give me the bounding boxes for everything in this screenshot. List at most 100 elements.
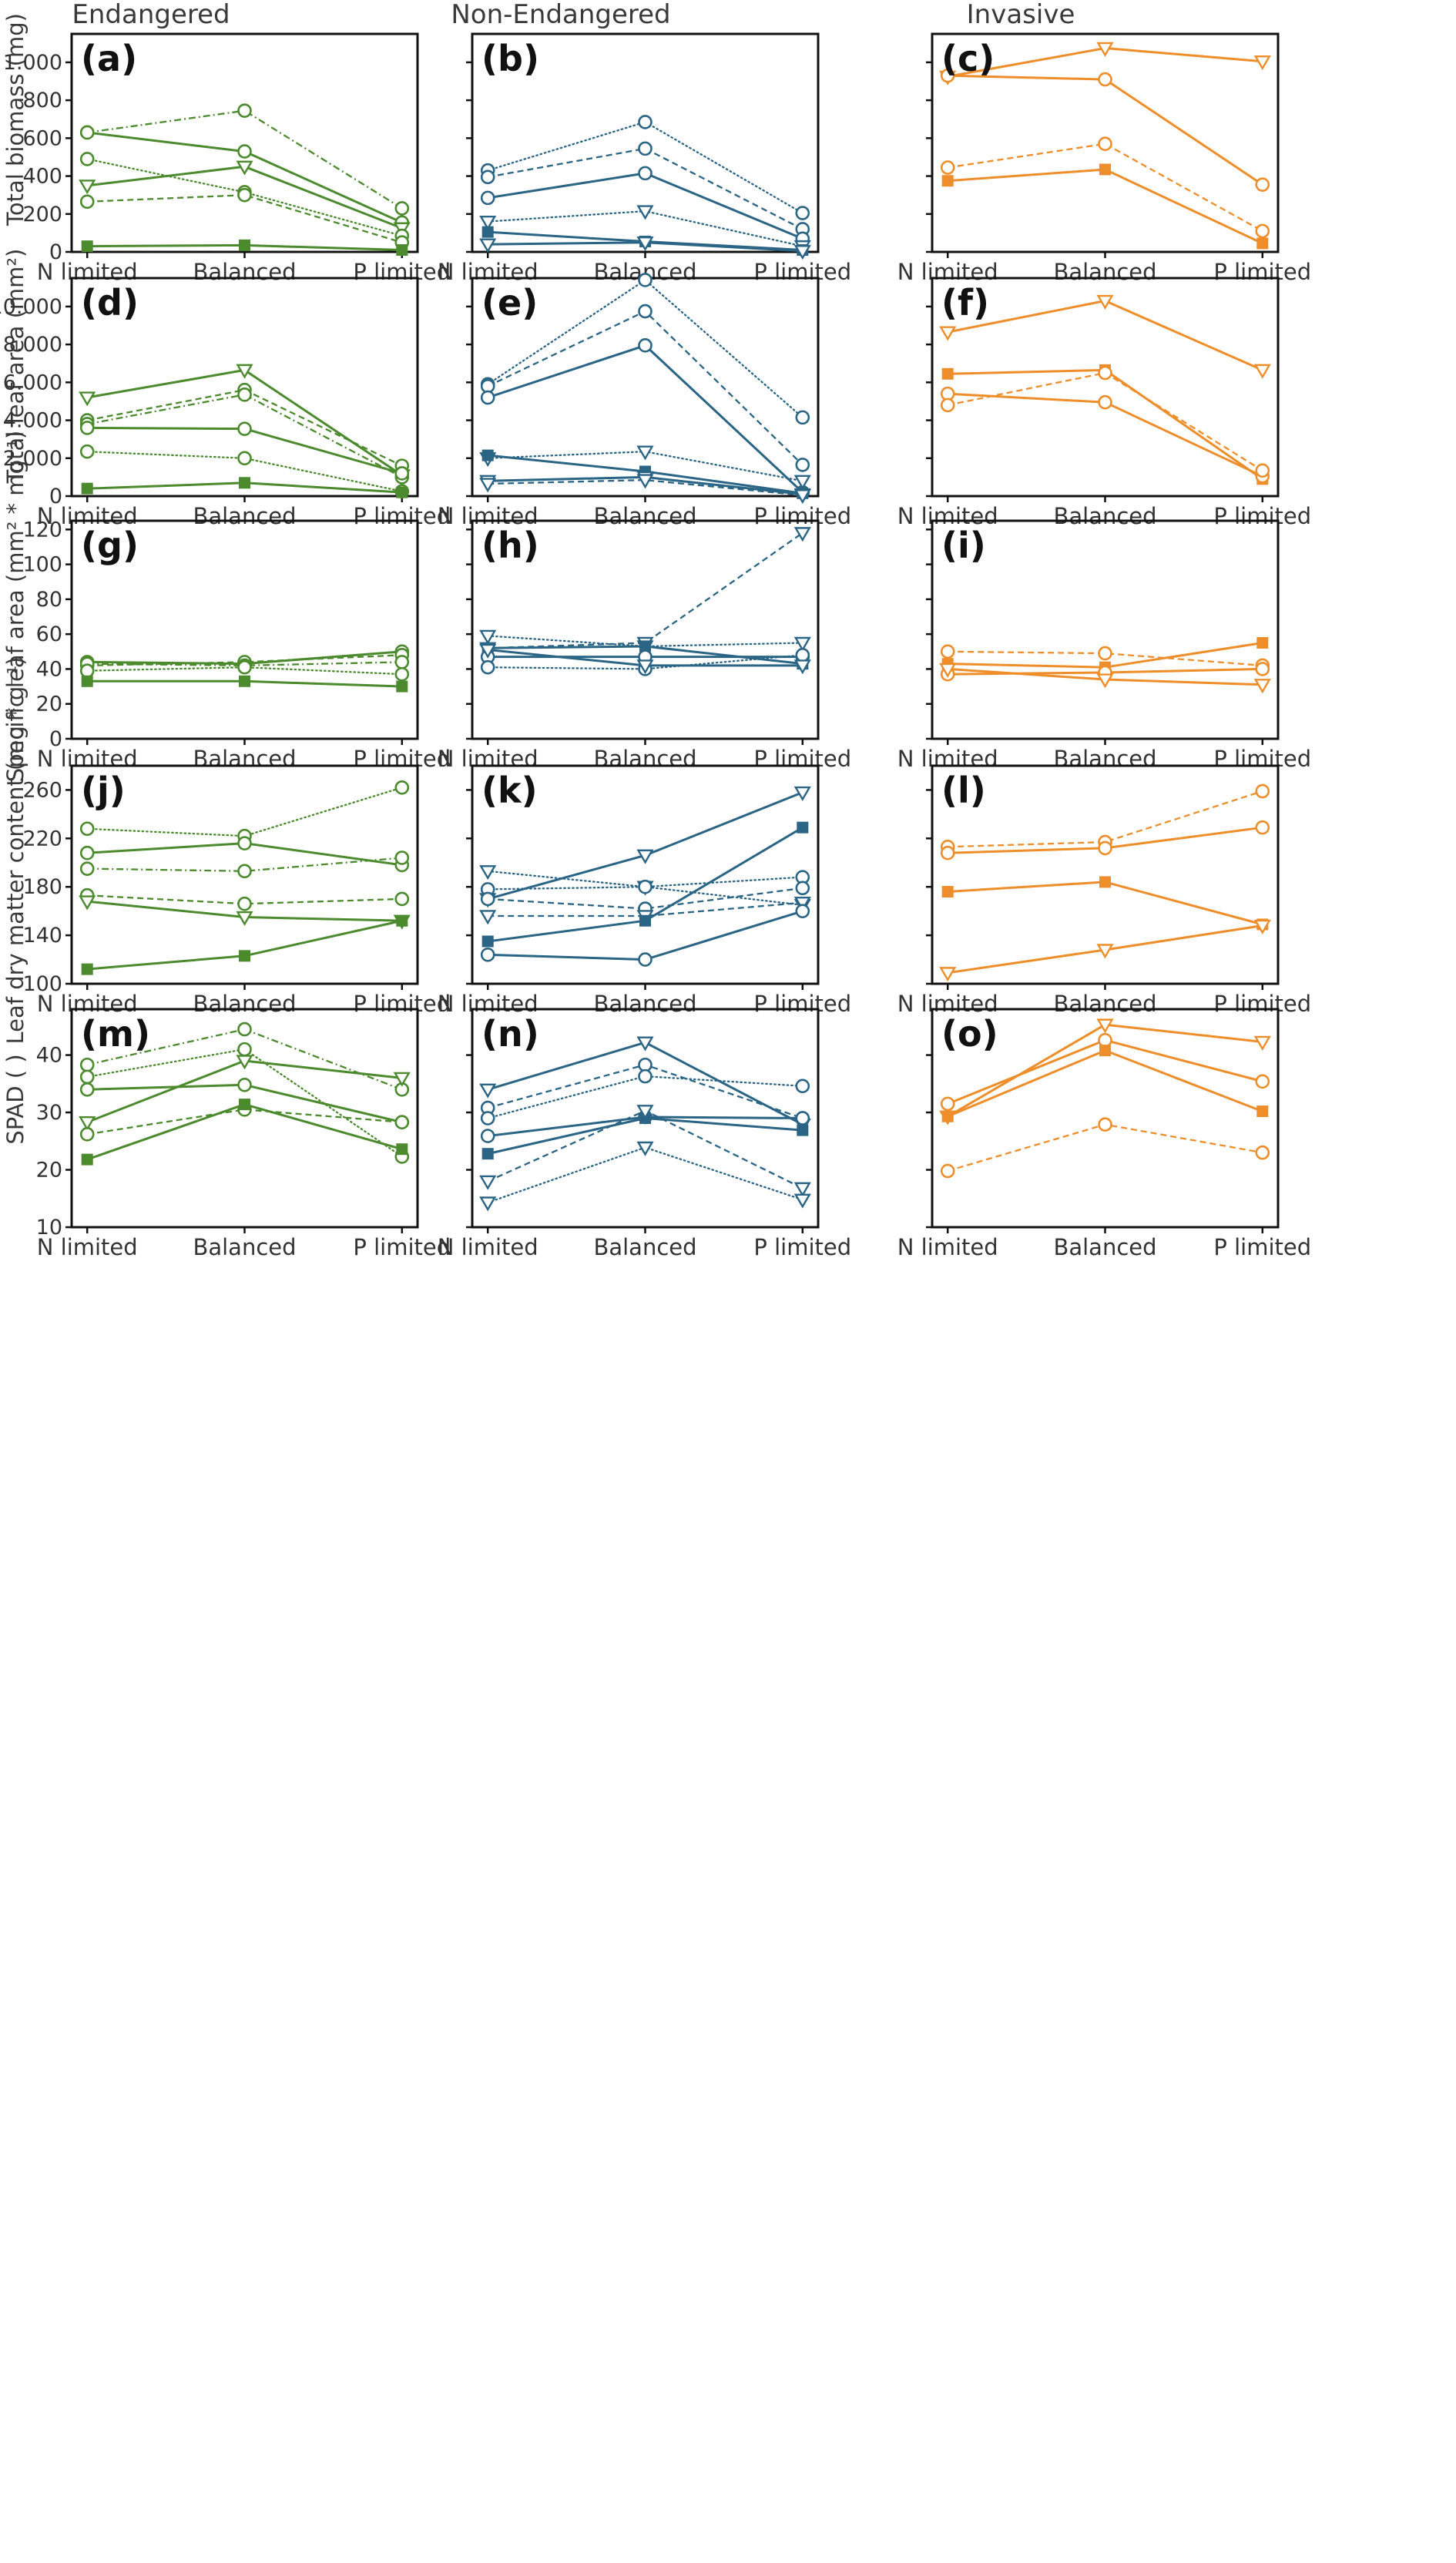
x-tick-label: N limited — [897, 259, 998, 285]
data-point-triangle — [236, 911, 253, 926]
data-point-square — [481, 226, 494, 238]
y-tick-label: 120 — [22, 518, 62, 542]
y-axis-labels: Total biomass (mg) Total leaf area (mm²)… — [2, 13, 29, 1145]
panel-label: (f) — [941, 282, 989, 324]
series-path — [487, 279, 803, 419]
data-point-circle — [480, 1111, 495, 1126]
data-point-circle — [1255, 783, 1270, 799]
data-point-square — [941, 367, 954, 380]
data-point-circle — [795, 206, 810, 220]
data-point-circle — [237, 451, 252, 466]
panel-label: (i) — [941, 525, 986, 566]
y-tick-label: 400 — [22, 165, 62, 189]
data-point-circle — [79, 663, 95, 679]
x-tick-label: N limited — [37, 746, 138, 772]
series-line — [81, 914, 408, 975]
data-point-circle — [394, 891, 410, 907]
data-point-square — [396, 244, 408, 257]
data-point-circle — [1255, 177, 1270, 192]
data-point-triangle — [636, 849, 654, 864]
y-tick-label: 140 — [22, 924, 62, 948]
x-tick-label: P limited — [353, 746, 451, 772]
series-path — [487, 147, 803, 230]
y-tick-label: 600 — [22, 126, 62, 150]
data-point-circle — [480, 1129, 495, 1143]
panel-label: (k) — [481, 770, 538, 811]
series-path — [86, 394, 403, 478]
data-point-circle — [394, 666, 410, 682]
data-point-square — [396, 486, 408, 498]
x-tick-label: Balanced — [1053, 259, 1156, 285]
data-point-circle — [795, 410, 810, 425]
data-point-circle — [1255, 463, 1270, 478]
data-point-circle — [638, 879, 653, 894]
data-point-triangle — [1253, 919, 1271, 934]
panel-i: N limited Balanced P limited (i) — [897, 519, 1311, 772]
series-line — [480, 904, 810, 967]
data-point-triangle — [1096, 294, 1114, 310]
data-point-triangle — [479, 629, 497, 645]
series-line — [940, 820, 1270, 860]
panel-l: N limited Balanced P limited (l) — [897, 764, 1311, 1017]
data-point-circle — [1255, 223, 1270, 239]
data-point-triangle — [793, 1193, 811, 1209]
data-point-triangle — [939, 967, 957, 982]
x-tick-label: N limited — [37, 259, 138, 285]
data-point-triangle — [939, 326, 957, 341]
x-tick-label: P limited — [353, 991, 451, 1017]
data-point-circle — [237, 659, 252, 675]
y-tick-label: 1.000 — [3, 51, 62, 75]
series-path — [948, 790, 1263, 848]
y-axis-label-biomass: Total biomass (mg) — [2, 13, 29, 226]
data-point-circle — [79, 194, 95, 210]
y-tick-label: 800 — [22, 89, 62, 112]
panel-j: N limited Balanced P limited (j) — [37, 764, 451, 1017]
data-point-circle — [79, 125, 95, 140]
data-point-circle — [795, 648, 810, 663]
y-tick-label: 0 — [49, 485, 62, 508]
series-path — [947, 1049, 1263, 1118]
data-point-circle — [940, 160, 955, 175]
series-path — [86, 787, 403, 837]
data-point-triangle — [636, 205, 654, 220]
data-point-square — [797, 1124, 809, 1136]
y-tick-label: 10.000 — [0, 295, 62, 319]
data-point-circle — [480, 947, 495, 962]
x-tick-label: P limited — [353, 259, 451, 285]
y-tick-label: 80 — [36, 588, 62, 612]
data-point-triangle — [793, 786, 811, 801]
data-point-circle — [79, 1082, 95, 1097]
data-point-circle — [394, 780, 410, 795]
series-line — [480, 881, 810, 916]
y-tick-label: 180 — [22, 875, 62, 899]
series-line — [79, 160, 411, 237]
data-point-triangle — [79, 391, 96, 407]
data-point-square — [396, 914, 408, 927]
data-point-circle — [79, 1069, 95, 1085]
series-path — [947, 371, 1263, 471]
data-point-square — [1256, 1105, 1269, 1118]
data-point-circle — [1255, 662, 1270, 676]
data-point-triangle — [79, 179, 96, 195]
data-point-triangle — [1253, 1035, 1271, 1051]
panel-o: N limited Balanced P limited (o) — [897, 1008, 1311, 1260]
data-point-circle — [237, 103, 252, 118]
series-line — [939, 294, 1271, 379]
y-tick-label: 40 — [36, 1044, 62, 1068]
x-tick-label: N limited — [897, 503, 998, 529]
panel-label: (c) — [941, 38, 995, 79]
data-point-triangle — [236, 160, 253, 176]
data-point-triangle — [479, 1196, 497, 1212]
y-tick-label: 20 — [36, 693, 62, 716]
series-path — [947, 300, 1263, 371]
data-point-square — [81, 675, 93, 687]
series-line — [79, 421, 410, 481]
x-tick-label: P limited — [1213, 991, 1311, 1017]
data-point-square — [239, 1099, 250, 1111]
data-point-circle — [1098, 136, 1112, 152]
x-tick-label: N limited — [37, 503, 138, 529]
series-line — [81, 1099, 408, 1166]
data-point-triangle — [793, 659, 811, 675]
panel-b: N limited Balanced P limited(b) — [438, 32, 851, 285]
